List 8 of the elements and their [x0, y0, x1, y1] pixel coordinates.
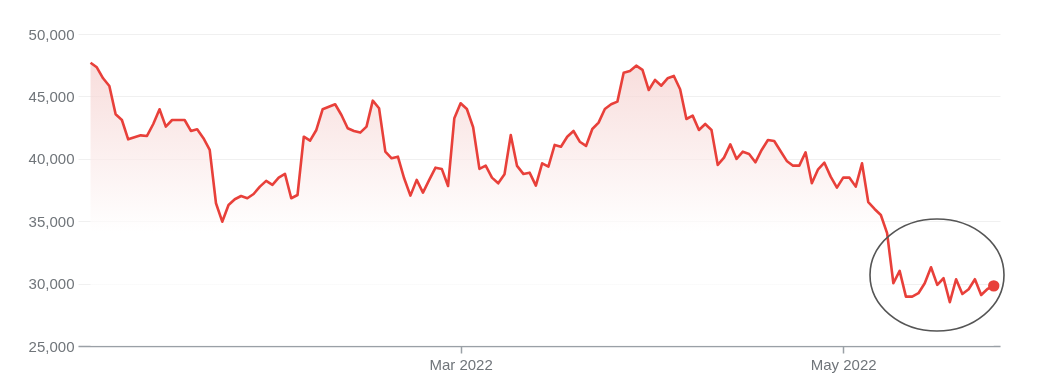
- y-tick-label: 50,000: [28, 25, 75, 43]
- y-tick-label: 25,000: [28, 337, 75, 355]
- y-tick-label: 30,000: [28, 275, 75, 293]
- y-tick-label: 35,000: [28, 212, 75, 230]
- y-tick-label: 40,000: [28, 150, 75, 168]
- y-tick-label: 45,000: [28, 87, 75, 105]
- x-tick-label: May 2022: [810, 355, 877, 373]
- x-tick-label: Mar 2022: [429, 355, 493, 373]
